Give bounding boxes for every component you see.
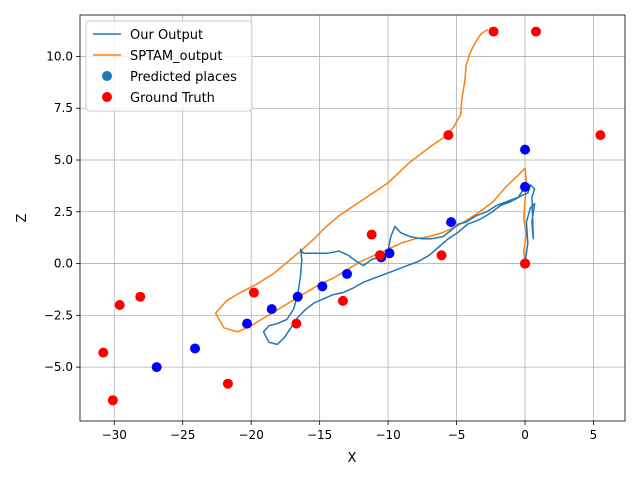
ground-truth-point [374,250,385,261]
predicted-place-point [292,291,303,302]
ground-truth-point [337,295,348,306]
y-tick-label: 5.0 [54,153,73,167]
predicted-place-point [520,181,531,192]
ground-truth-point [595,130,606,141]
x-tick-label: −30 [102,428,127,442]
ground-truth-point [436,250,447,261]
predicted-place-point [190,343,201,354]
plot-area [98,26,606,406]
predicted-place-point [151,362,162,373]
predicted-place-point [446,217,457,228]
ground-truth-point [520,258,531,269]
ground-truth-point [443,130,454,141]
y-tick-label: 0.0 [54,257,73,271]
y-tick-label: 7.5 [54,101,73,115]
y-tick-label: −5.0 [44,360,73,374]
ground-truth-point [222,378,233,389]
x-tick-label: −5 [448,428,466,442]
x-axis-ticks: −30 −25 −20 −15 −10 −5 0 5 [102,421,598,442]
ground-truth-point [135,291,146,302]
x-tick-label: 5 [590,428,598,442]
ground-truth-point [530,26,541,37]
y-tick-label: 10.0 [46,49,73,63]
axes-frame [79,14,626,422]
predicted-place-point [342,268,353,279]
ground-truth-point [114,300,125,310]
legend-ground-truth-label: Ground Truth [130,91,215,106]
x-tick-label: −20 [239,428,264,442]
predicted-place-point [384,248,395,259]
ground-truth-point [291,318,302,329]
legend-ground-truth-swatch [102,92,112,102]
ground-truth-point [366,229,377,240]
legend: Our Output SPTAM_output Predicted places… [85,20,253,112]
legend-sptam-label: SPTAM_output [130,49,223,64]
ground-truth-point [98,347,109,358]
x-tick-label: −15 [307,428,332,442]
legend-our-output-label: Our Output [130,28,203,43]
predicted-place-point [242,318,253,329]
sptam-output-line [214,28,528,333]
ground-truth-point [248,287,259,298]
y-axis-ticks: −5.0 −2.5 0.0 2.5 5.0 7.5 10.0 [44,49,80,374]
legend-box [85,20,253,112]
x-tick-label: −25 [170,428,195,442]
x-tick-label: 0 [521,428,529,442]
legend-predicted-swatch [102,71,112,81]
legend-predicted-label: Predicted places [130,70,237,85]
y-axis-label: Z [15,213,30,222]
ground-truth-point [488,26,499,37]
ground-truth-points [98,26,606,406]
y-tick-label: 2.5 [54,205,73,219]
our-output-line [262,184,536,346]
x-axis-label: X [348,451,357,466]
predicted-place-point [266,304,277,315]
ground-truth-point [107,395,118,406]
x-tick-label: −10 [375,428,400,442]
y-tick-label: −2.5 [44,308,73,322]
predicted-place-point [317,281,328,292]
predicted-place-point [520,144,531,155]
